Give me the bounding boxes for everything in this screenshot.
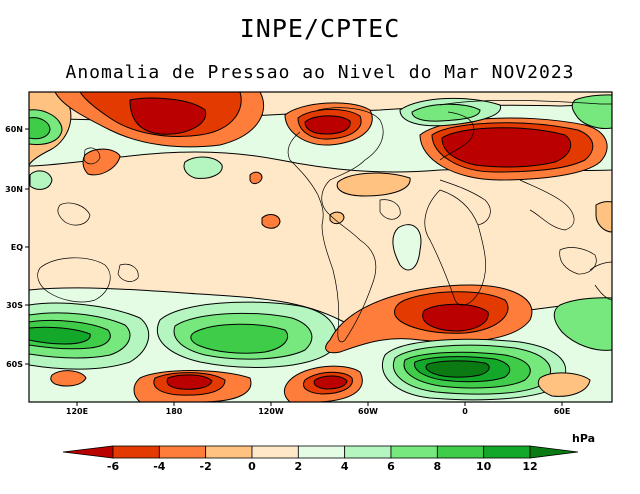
colorbar-segment xyxy=(436,445,485,459)
header-title: INPE/CPTEC xyxy=(239,14,401,43)
colorbar-arrow-high xyxy=(529,445,579,459)
colorbar-tick-label: -2 xyxy=(200,460,212,473)
lat-label-eq: EQ xyxy=(11,243,23,252)
colorbar-tick-label: 4 xyxy=(341,460,349,473)
colorbar-segment xyxy=(390,445,438,459)
colorbar-segment xyxy=(112,445,160,459)
lon-label-0: 0 xyxy=(462,407,468,416)
colorbar-tick-label: 0 xyxy=(248,460,256,473)
colorbar-tick-label: 6 xyxy=(387,460,395,473)
lat-label-60s: 60S xyxy=(6,360,23,369)
lon-label-120w: 120W xyxy=(258,407,284,416)
colorbar-segment xyxy=(344,445,392,459)
colorbar-unit: hPa xyxy=(572,432,595,445)
pressure-anomaly-field xyxy=(29,92,612,402)
colorbar-tick-label: 2 xyxy=(295,460,303,473)
colorbar-tick-label: -4 xyxy=(153,460,166,473)
colorbar-labels: -6 -4 -2 0 2 4 6 8 10 12 xyxy=(107,460,538,473)
colorbar-tick-label: -6 xyxy=(107,460,120,473)
lon-label-180: 180 xyxy=(166,407,183,416)
colorbar xyxy=(62,445,579,459)
colorbar-segment xyxy=(251,445,299,459)
colorbar-arrow-low xyxy=(62,445,114,459)
colorbar-segment xyxy=(158,445,207,459)
lon-label-120e: 120E xyxy=(66,407,88,416)
lat-ticks xyxy=(25,128,563,406)
lon-label-60w: 60W xyxy=(358,407,378,416)
map-title: Anomalia de Pressao ao Nivel do Mar NOV2… xyxy=(65,62,575,83)
colorbar-segment xyxy=(297,445,346,459)
colorbar-tick-label: 8 xyxy=(434,460,442,473)
lat-label-30s: 30S xyxy=(6,301,23,310)
colorbar-tick-label: 12 xyxy=(522,460,537,473)
colorbar-segment xyxy=(205,445,253,459)
lat-label-30n: 30N xyxy=(5,185,23,194)
colorbar-tick-label: 10 xyxy=(476,460,492,473)
lat-label-60n: 60N xyxy=(5,125,23,134)
colorbar-segment xyxy=(483,445,531,459)
lon-label-60e: 60E xyxy=(554,407,571,416)
